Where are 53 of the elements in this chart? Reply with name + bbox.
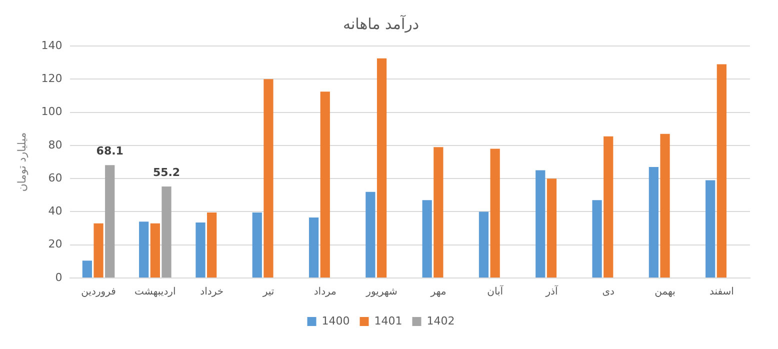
bar xyxy=(434,147,444,278)
x-tick-label: تیر xyxy=(262,286,274,298)
y-tick-label: 20 xyxy=(48,238,62,251)
y-tick-label: 60 xyxy=(48,171,62,184)
bar xyxy=(536,170,546,278)
y-tick-label: 140 xyxy=(41,38,62,52)
y-tick-label: 40 xyxy=(48,204,62,218)
bar xyxy=(706,180,716,278)
bar xyxy=(264,79,274,278)
x-tick-label: اردیبهشت xyxy=(134,286,176,298)
legend-label: 1401 xyxy=(374,314,402,328)
bar xyxy=(207,212,217,278)
bar xyxy=(139,222,149,278)
y-axis-title: میلیارد تومان xyxy=(15,132,28,192)
bar xyxy=(546,178,557,278)
bar xyxy=(308,218,319,278)
x-tick-label: اسفند xyxy=(709,286,734,298)
bar xyxy=(716,64,726,278)
bar xyxy=(320,92,330,278)
bar xyxy=(660,134,670,278)
bar xyxy=(366,192,376,278)
bar xyxy=(150,223,160,278)
bar xyxy=(105,165,115,278)
chart-title: درآمد ماهانه xyxy=(342,14,420,33)
y-tick-label: 100 xyxy=(41,105,62,118)
bar xyxy=(252,212,262,278)
bar xyxy=(592,200,602,278)
bar xyxy=(82,260,92,278)
y-tick-label: 0 xyxy=(55,270,62,284)
x-tick-label: مرداد xyxy=(314,286,336,298)
x-tick-label: بهمن xyxy=(654,286,676,298)
x-tick-label: فروردین xyxy=(81,286,116,298)
x-tick-label: شهریور xyxy=(365,286,398,298)
bar xyxy=(648,166,659,278)
x-tick-label: آبان xyxy=(487,284,504,298)
data-label: 68.1 xyxy=(96,144,124,158)
legend-label: 1402 xyxy=(426,314,455,328)
bar xyxy=(604,136,614,278)
data-label: 55.2 xyxy=(152,166,180,179)
x-tick-label: دی xyxy=(602,286,615,298)
x-tick-label: آذر xyxy=(544,284,559,298)
bar xyxy=(94,223,104,278)
bar xyxy=(490,148,500,278)
legend-label: 1400 xyxy=(322,314,350,328)
bar xyxy=(478,212,489,278)
x-tick-label: خرداد xyxy=(200,286,224,298)
x-tick-label: مهر xyxy=(430,286,446,298)
bar xyxy=(422,200,432,278)
y-tick-label: 120 xyxy=(41,72,62,85)
y-tick-label: 80 xyxy=(48,138,62,152)
bar xyxy=(196,222,206,278)
bar xyxy=(162,186,172,278)
bar xyxy=(376,58,387,278)
